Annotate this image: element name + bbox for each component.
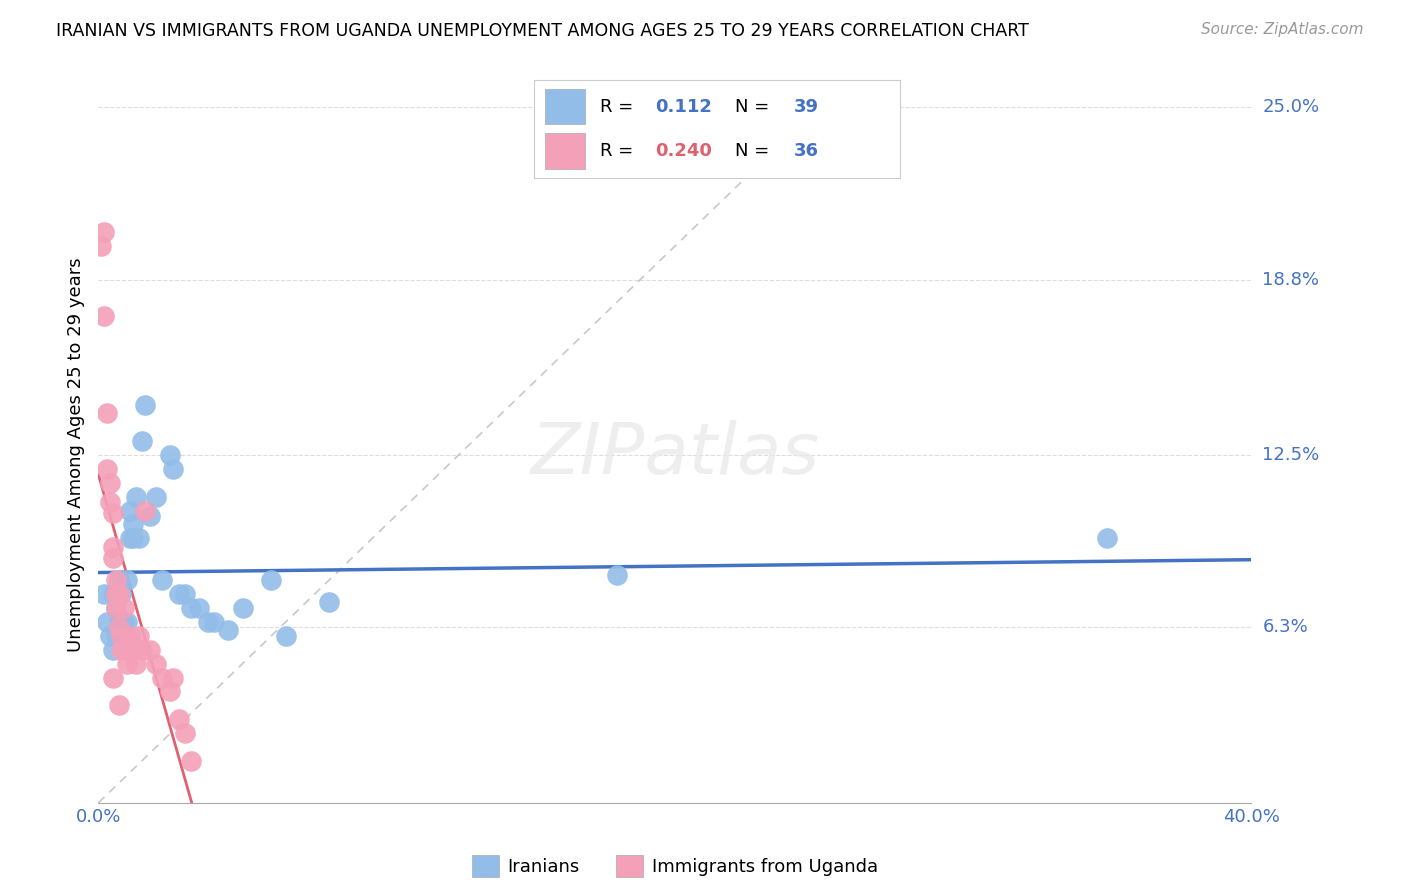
Point — [139, 509, 162, 524]
Point — [167, 587, 190, 601]
Text: R =: R = — [600, 98, 640, 116]
Point — [139, 642, 162, 657]
Text: 25.0%: 25.0% — [1263, 98, 1320, 116]
Point — [606, 567, 628, 582]
Text: IRANIAN VS IMMIGRANTS FROM UGANDA UNEMPLOYMENT AMONG AGES 25 TO 29 YEARS CORRELA: IRANIAN VS IMMIGRANTS FROM UGANDA UNEMPL… — [56, 22, 1029, 40]
Point — [180, 754, 202, 768]
Point — [318, 595, 340, 609]
Point — [101, 642, 124, 657]
Legend: Iranians, Immigrants from Uganda: Iranians, Immigrants from Uganda — [464, 847, 886, 884]
Point — [217, 624, 239, 638]
Point — [93, 587, 115, 601]
Point — [202, 615, 225, 629]
Point — [104, 601, 127, 615]
Text: 0.112: 0.112 — [655, 98, 711, 116]
Point — [101, 671, 124, 685]
Point — [145, 657, 167, 671]
Point — [162, 462, 184, 476]
Point — [117, 573, 138, 587]
Point — [110, 629, 132, 643]
Point — [231, 601, 254, 615]
Point — [101, 507, 124, 521]
Text: Source: ZipAtlas.com: Source: ZipAtlas.com — [1201, 22, 1364, 37]
Point — [93, 225, 115, 239]
Point — [134, 503, 156, 517]
Point — [104, 573, 127, 587]
Point — [110, 587, 132, 601]
Point — [125, 490, 148, 504]
Point — [107, 620, 129, 634]
Point — [117, 615, 138, 629]
Point — [174, 587, 197, 601]
Text: 6.3%: 6.3% — [1263, 618, 1308, 637]
Point — [145, 490, 167, 504]
Point — [104, 629, 127, 643]
Text: 12.5%: 12.5% — [1263, 446, 1320, 464]
Point — [197, 615, 219, 629]
Point — [101, 587, 124, 601]
FancyBboxPatch shape — [546, 133, 585, 169]
Point — [162, 671, 184, 685]
Text: 39: 39 — [794, 98, 818, 116]
Text: R =: R = — [600, 142, 640, 160]
Text: N =: N = — [735, 142, 775, 160]
Point — [112, 615, 135, 629]
Point — [96, 462, 118, 476]
Point — [150, 573, 173, 587]
Y-axis label: Unemployment Among Ages 25 to 29 years: Unemployment Among Ages 25 to 29 years — [66, 258, 84, 652]
Point — [96, 406, 118, 420]
Point — [128, 629, 150, 643]
Point — [188, 601, 211, 615]
Point — [104, 601, 127, 615]
Point — [150, 671, 173, 685]
Point — [167, 712, 190, 726]
Point — [159, 448, 181, 462]
Point — [98, 495, 121, 509]
Point — [120, 532, 142, 546]
Point — [90, 239, 112, 253]
Point — [96, 615, 118, 629]
Point — [107, 615, 129, 629]
Point — [1097, 532, 1119, 546]
Point — [122, 532, 145, 546]
Point — [260, 573, 283, 587]
FancyBboxPatch shape — [546, 89, 585, 124]
Point — [120, 503, 142, 517]
Point — [117, 642, 138, 657]
Point — [112, 601, 135, 615]
Point — [93, 309, 115, 323]
Point — [131, 642, 153, 657]
Point — [174, 726, 197, 740]
Text: 0.240: 0.240 — [655, 142, 711, 160]
Point — [104, 587, 127, 601]
Text: N =: N = — [735, 98, 775, 116]
Point — [101, 540, 124, 554]
Point — [120, 629, 142, 643]
Point — [117, 657, 138, 671]
Text: 36: 36 — [794, 142, 818, 160]
Point — [98, 475, 121, 490]
Point — [125, 657, 148, 671]
Point — [110, 642, 132, 657]
Point — [107, 698, 129, 713]
Point — [98, 629, 121, 643]
Point — [180, 601, 202, 615]
Point — [122, 517, 145, 532]
Point — [134, 398, 156, 412]
Point — [101, 550, 124, 565]
Point — [131, 434, 153, 448]
Point — [128, 532, 150, 546]
Point — [159, 684, 181, 698]
Point — [122, 642, 145, 657]
Point — [274, 629, 297, 643]
Text: ZIPatlas: ZIPatlas — [530, 420, 820, 490]
Point — [107, 587, 129, 601]
Point — [107, 573, 129, 587]
Text: 18.8%: 18.8% — [1263, 270, 1319, 289]
